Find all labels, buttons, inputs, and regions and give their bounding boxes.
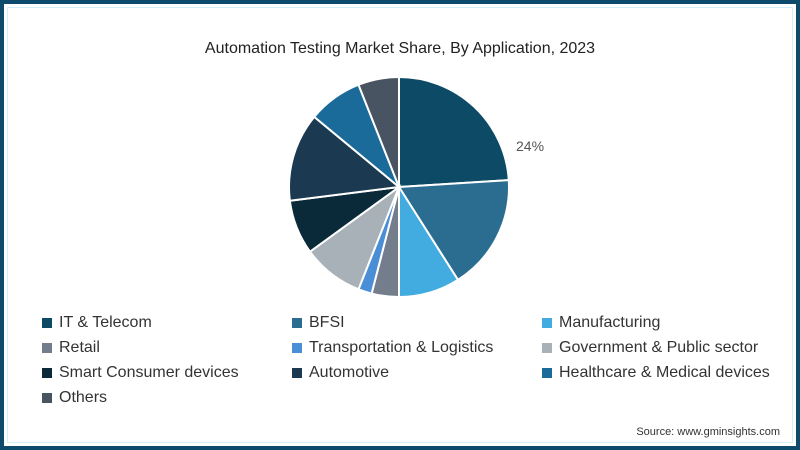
- legend-label: IT & Telecom: [59, 314, 152, 331]
- legend-swatch: [42, 393, 52, 403]
- legend-swatch: [542, 343, 552, 353]
- legend-swatch: [42, 368, 52, 378]
- slice-label-it-telecom: 24%: [516, 138, 545, 154]
- legend-swatch: [42, 318, 52, 328]
- legend-item: Manufacturing: [542, 314, 660, 332]
- legend-label: Healthcare & Medical devices: [559, 364, 770, 381]
- legend-label: Smart Consumer devices: [59, 364, 239, 381]
- legend-label: Transportation & Logistics: [309, 339, 494, 356]
- legend-label: Automotive: [309, 364, 390, 381]
- legend-swatch: [542, 318, 552, 328]
- pie-slice: [397, 179, 510, 282]
- source-note: Source: www.gminsights.com: [636, 426, 780, 438]
- legend-item: Retail: [42, 339, 100, 357]
- legend-item: Healthcare & Medical devices: [542, 364, 770, 382]
- legend-label: Government & Public sector: [559, 339, 759, 356]
- legend-swatch: [42, 343, 52, 353]
- pie-slice: [357, 76, 400, 188]
- pie-chart: [288, 76, 510, 298]
- inner-border: [7, 7, 793, 443]
- legend-item: Smart Consumer devices: [42, 364, 239, 382]
- chart-title: Automation Testing Market Share, By Appl…: [204, 40, 596, 57]
- legend-swatch: [292, 318, 302, 328]
- legend-item: Others: [42, 389, 107, 407]
- legend-label: Retail: [59, 339, 100, 356]
- legend-swatch: [292, 368, 302, 378]
- legend-label: Others: [59, 389, 108, 406]
- legend-item: Government & Public sector: [542, 339, 758, 357]
- legend-item: IT & Telecom: [42, 314, 152, 332]
- legend-label: BFSI: [309, 314, 345, 331]
- legend-item: Transportation & Logistics: [292, 339, 493, 357]
- legend-label: Manufacturing: [559, 314, 661, 331]
- legend-item: Automotive: [292, 364, 389, 382]
- legend-swatch: [292, 343, 302, 353]
- pie-slice: [398, 76, 510, 189]
- pie-slice: [288, 115, 402, 202]
- legend-swatch: [542, 368, 552, 378]
- legend-item: BFSI: [292, 314, 345, 332]
